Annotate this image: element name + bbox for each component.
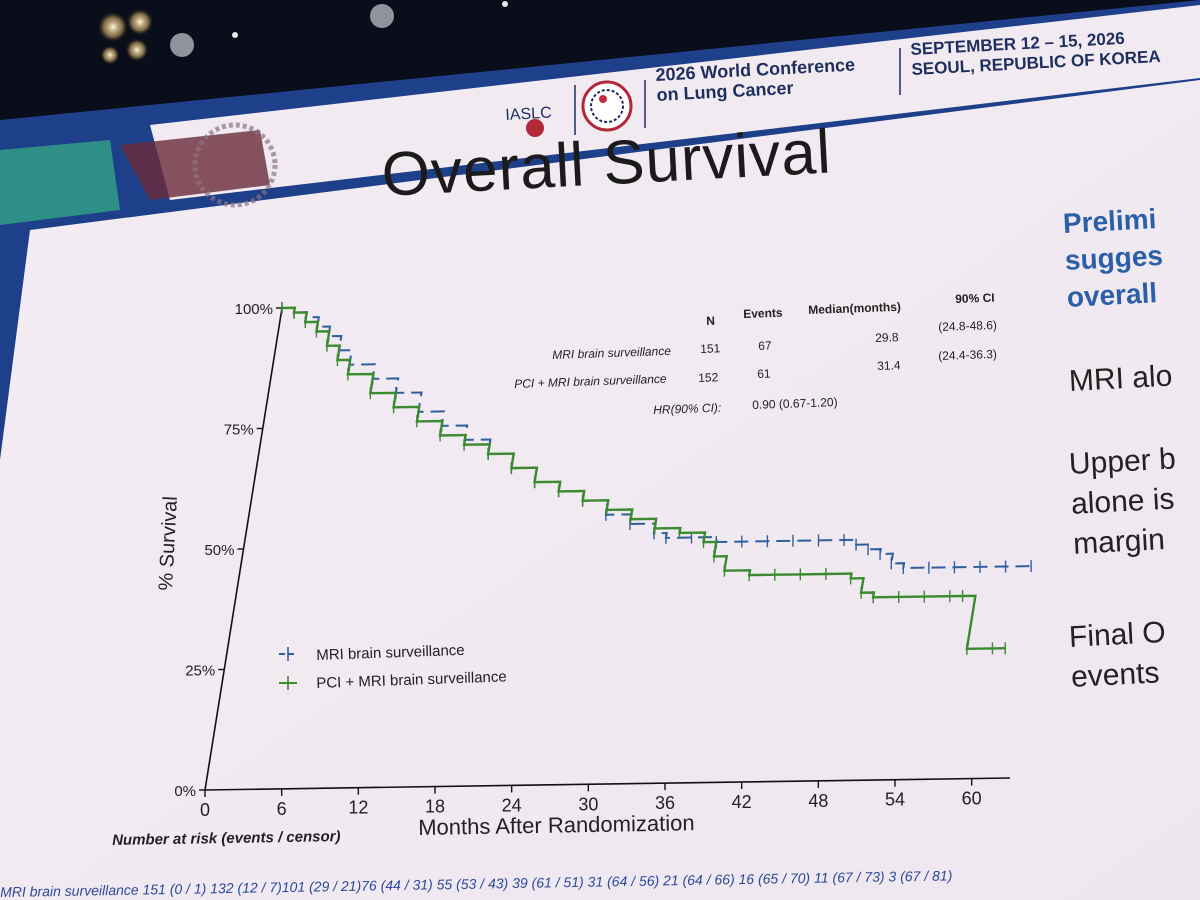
iaslc-emblem (526, 119, 544, 137)
header-artwork (120, 130, 270, 200)
y-tick-label: 0% (174, 783, 196, 800)
x-tick-label: 36 (655, 793, 675, 813)
slide-header-band (150, 5, 1200, 200)
y-tick-label: 100% (235, 301, 273, 318)
ceiling-light (370, 4, 394, 28)
x-tick-label: 6 (277, 799, 287, 819)
hazard-ratio-value: 0.90 (0.67-1.20) (752, 395, 838, 412)
ceiling-light (502, 1, 508, 7)
x-axis-label: Months After Randomization (418, 810, 695, 840)
y-tick-label: 75% (224, 422, 254, 439)
x-axis-line (204, 777, 1011, 791)
ceiling-light (100, 45, 120, 65)
x-tick-label: 18 (425, 797, 445, 817)
ceiling-light (232, 32, 238, 38)
x-tick-label: 54 (885, 790, 905, 810)
x-tick-label: 42 (732, 792, 752, 812)
x-tick-label: 60 (962, 789, 982, 809)
table-cell-n: 152 (698, 370, 719, 385)
slide-surface (0, 80, 1200, 900)
table-cell-median: 29.8 (875, 330, 899, 345)
table-header-n: N (706, 313, 716, 328)
table-cell-median: 31.4 (877, 358, 901, 373)
table-cell-n: 151 (700, 341, 721, 356)
table-header-events: Events (743, 305, 783, 321)
header-ornament (192, 122, 278, 208)
x-tick-label: 30 (578, 794, 598, 814)
ceiling-light (170, 33, 194, 57)
table-cell-ci: (24.8-48.6) (938, 317, 998, 334)
table-cell-ci: (24.4-36.3) (938, 346, 998, 363)
x-tick-label: 12 (348, 798, 368, 818)
y-tick-label: 50% (204, 542, 234, 559)
series-line-pci-mri (281, 306, 1006, 651)
x-tick-label: 24 (502, 795, 522, 815)
y-axis-label: % Survival (155, 495, 182, 592)
table-cell-events: 67 (758, 338, 772, 353)
table-header-ci: 90% CI (955, 290, 995, 306)
x-tick-label: 48 (808, 791, 828, 811)
ceiling-light (97, 11, 129, 43)
table-cell-events: 61 (757, 366, 771, 381)
y-tick-label: 25% (185, 663, 215, 680)
ceiling-light (125, 38, 149, 62)
hazard-ratio-label: HR(90% CI): (653, 400, 722, 417)
ceiling-light (126, 8, 154, 36)
screen-frame-teal (0, 140, 120, 225)
x-tick-label: 0 (200, 800, 210, 820)
